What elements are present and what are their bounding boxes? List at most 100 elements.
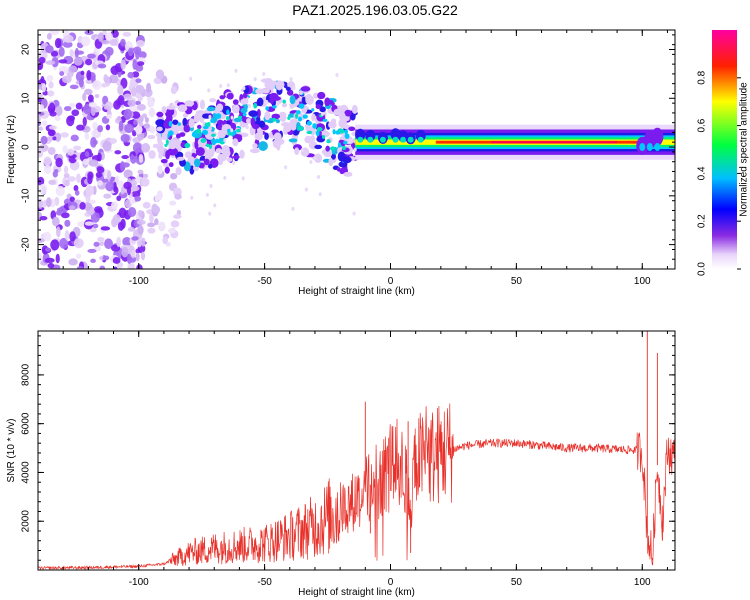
spectrogram-cell	[120, 59, 127, 70]
spectrogram-cell	[205, 192, 209, 197]
spectrogram-cell	[95, 171, 103, 178]
spectrogram-cell	[131, 111, 141, 119]
spectrogram-cell	[147, 222, 156, 228]
spectrogram-cell	[50, 50, 59, 57]
spectrogram-cell	[103, 105, 110, 110]
spectrogram-cell	[182, 117, 188, 127]
spectrogram-cell	[250, 117, 256, 127]
spectrogram-cell	[46, 74, 54, 82]
spectrogram-cell	[135, 64, 144, 72]
spectrogram-cell	[206, 106, 216, 112]
spectrogram-cell	[68, 102, 75, 108]
spectrogram-cell	[151, 203, 159, 213]
spectrogram-cell	[43, 164, 52, 175]
spectrogram-cell	[255, 88, 264, 95]
spectrogram-cell	[174, 193, 182, 200]
spectrogram-cell	[121, 155, 129, 160]
spectrogram-cell	[219, 140, 225, 145]
spectrogram-cell	[106, 114, 113, 120]
spectrogram-cell	[149, 213, 154, 223]
y-tick-label: 4000	[21, 461, 32, 484]
spectrogram-cell	[68, 65, 78, 73]
spectrogram-cell	[48, 129, 55, 136]
spectrogram-cell	[294, 113, 299, 120]
spectrogram-cell	[137, 209, 143, 218]
spectrogram-cell	[105, 181, 114, 192]
spectrogram-cell	[127, 227, 136, 232]
spectrogram-cell	[329, 146, 336, 151]
spectrogram-cell	[210, 118, 214, 124]
spectrogram-cell	[189, 76, 193, 81]
spectrogram-cell	[298, 126, 304, 131]
spectrogram-cell	[289, 77, 293, 82]
spectrogram-cell	[217, 119, 224, 126]
spectrogram-cell	[319, 106, 326, 113]
spectrogram-cell	[54, 37, 62, 49]
spectrogram-cell	[117, 221, 125, 231]
spectrogram-cell	[74, 190, 80, 196]
spectrogram-cell	[148, 107, 156, 118]
colorbar-tick-label: 0.6	[697, 118, 708, 132]
spectrogram-cell	[131, 130, 137, 137]
spectrogram-cell	[92, 80, 102, 90]
spectrogram-cell	[341, 145, 347, 151]
spectrogram-cell	[56, 226, 61, 238]
spectrogram-cell	[42, 199, 47, 208]
y-axis-label: Frequency (Hz)	[6, 115, 17, 184]
spectrogram-cell	[101, 39, 110, 45]
spectrogram-cell	[230, 115, 234, 120]
spectrogram-cell	[207, 88, 211, 93]
spectrogram-cell	[48, 179, 56, 185]
chart-title: PAZ1.2025.196.03.05.G22	[292, 2, 458, 18]
spectrogram-cell	[71, 109, 80, 117]
spectrogram-cell	[122, 236, 132, 247]
spectrogram-cell	[267, 80, 278, 86]
spectrogram-cell	[121, 246, 129, 258]
spectrogram-cell	[344, 133, 350, 139]
spectrogram-cell	[264, 132, 269, 140]
spectrogram-cell	[272, 138, 281, 149]
spectrogram-cell	[82, 92, 87, 102]
spectrogram-cell	[46, 32, 52, 40]
spectrogram-cell	[155, 69, 165, 80]
spectrogram-cell	[183, 124, 191, 133]
spectrogram-cell	[87, 248, 97, 253]
spectrogram-cell	[135, 252, 140, 262]
spectrogram-cell	[63, 173, 70, 179]
spectrogram-cell	[355, 128, 366, 141]
spectrogram-cell	[74, 50, 85, 55]
y-tick-label: 8000	[21, 363, 32, 386]
spectrogram-cell	[275, 80, 283, 91]
spectrogram-cell	[304, 135, 313, 144]
spectrogram-cell	[281, 103, 288, 108]
spectrogram-cell	[232, 154, 240, 160]
spectrogram-cell	[315, 130, 320, 137]
spectrogram-cell	[120, 133, 130, 143]
spectrogram-cell	[306, 120, 312, 126]
spectrogram-cell	[99, 241, 105, 247]
spectrogram-cell	[126, 253, 132, 264]
spectrogram-cell	[170, 172, 178, 180]
spectrogram-cell	[66, 115, 75, 127]
spectrogram-cell	[120, 187, 125, 195]
spectrogram-cell	[58, 59, 68, 64]
spectrogram-cell	[48, 125, 57, 130]
spectrogram-cell	[62, 145, 68, 154]
spectrogram-cell	[326, 139, 331, 144]
spectrogram-cell	[84, 88, 93, 95]
spectrogram-cell	[114, 150, 122, 155]
spectrogram-cell	[149, 125, 154, 130]
spectrogram-cell	[207, 121, 211, 127]
spectrogram-cell	[211, 133, 216, 137]
spectrogram-cell	[219, 83, 223, 88]
spectrogram-cell	[120, 161, 125, 172]
spectrogram-cell	[176, 156, 185, 161]
spectrogram-cell	[46, 197, 52, 208]
spectrogram-cell	[80, 36, 91, 47]
spectrogram-cell	[217, 153, 228, 162]
spectrogram-cell	[76, 266, 84, 269]
spectrogram-cell	[69, 49, 74, 57]
spectrogram-cell	[208, 144, 212, 150]
spectrogram-cell	[109, 74, 119, 84]
spectrogram-cell	[336, 167, 341, 172]
